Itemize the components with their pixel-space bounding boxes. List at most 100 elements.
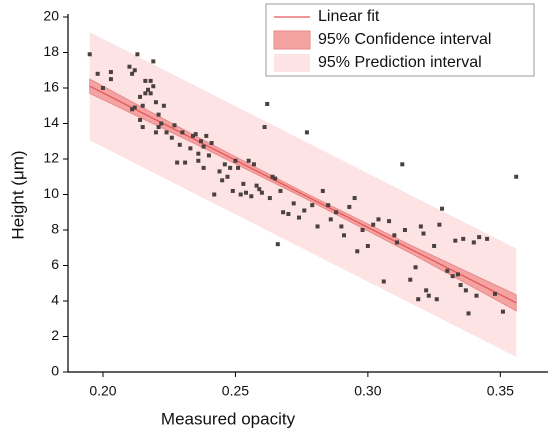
y-tick-label: 20	[43, 8, 59, 24]
data-point	[440, 206, 445, 211]
data-point	[196, 158, 201, 163]
y-tick-label: 18	[43, 43, 59, 59]
data-point	[493, 291, 498, 296]
data-point	[408, 277, 413, 282]
data-point	[257, 187, 262, 192]
data-point	[201, 144, 206, 149]
y-tick-label: 10	[43, 185, 59, 201]
data-point	[376, 217, 381, 222]
data-point	[365, 243, 370, 248]
data-point	[402, 228, 407, 232]
data-point	[225, 174, 230, 179]
data-point	[455, 272, 460, 277]
data-point	[249, 194, 254, 199]
data-point	[146, 87, 150, 92]
legend-label: 95% Confidence interval	[318, 31, 491, 48]
data-point	[304, 130, 309, 135]
data-point	[262, 125, 267, 130]
data-point	[281, 210, 286, 215]
data-point	[204, 133, 209, 138]
data-point	[474, 293, 479, 298]
data-point	[198, 139, 203, 144]
data-point	[132, 68, 137, 73]
y-tick-label: 0	[51, 363, 59, 379]
data-point	[130, 71, 135, 76]
data-point	[148, 78, 153, 83]
data-point	[315, 224, 320, 229]
data-point	[201, 165, 206, 170]
legend-swatch	[274, 54, 310, 72]
data-point	[437, 222, 442, 227]
data-point	[212, 192, 217, 197]
data-point	[514, 174, 519, 179]
data-point	[233, 158, 238, 163]
data-point	[135, 52, 140, 57]
x-tick-label: 0.20	[89, 383, 116, 399]
data-point	[151, 59, 156, 64]
data-point	[241, 181, 246, 186]
data-point	[259, 190, 264, 195]
data-point	[424, 288, 429, 293]
data-point	[342, 233, 347, 238]
data-point	[161, 103, 166, 108]
data-point	[453, 238, 458, 243]
data-point	[328, 217, 333, 222]
data-point	[278, 188, 283, 193]
data-point	[347, 204, 352, 209]
data-point	[177, 142, 182, 147]
y-tick-label: 16	[43, 79, 59, 95]
data-point	[108, 70, 113, 75]
y-tick-label: 6	[51, 256, 59, 272]
data-point	[265, 101, 270, 106]
data-point	[183, 160, 188, 165]
data-point	[352, 196, 357, 201]
data-point	[320, 188, 325, 193]
data-point	[426, 293, 431, 298]
data-point	[254, 183, 259, 188]
data-point	[461, 236, 466, 241]
data-point	[286, 212, 291, 217]
data-point	[302, 208, 307, 213]
data-point	[339, 224, 344, 229]
data-point	[164, 130, 169, 135]
data-point	[159, 121, 164, 126]
legend: Linear fit 95% Confidence interval 95% Pre…	[265, 3, 535, 77]
data-point	[387, 219, 392, 224]
data-point	[132, 105, 137, 110]
data-point	[291, 201, 296, 206]
data-point	[95, 71, 100, 76]
data-point	[471, 240, 476, 245]
data-point	[458, 283, 463, 288]
data-point	[148, 91, 153, 96]
data-point	[246, 158, 251, 163]
data-point	[360, 228, 365, 232]
data-point	[275, 242, 280, 247]
data-point	[381, 279, 386, 284]
data-point	[180, 130, 185, 135]
data-point	[310, 203, 315, 208]
y-tick-label: 2	[51, 327, 59, 343]
data-point	[270, 174, 275, 179]
data-point	[400, 162, 405, 167]
data-point	[130, 107, 135, 112]
data-point	[413, 265, 418, 270]
data-point	[466, 311, 471, 316]
data-point	[434, 297, 439, 302]
data-point	[238, 192, 243, 197]
data-point	[143, 91, 148, 96]
data-point	[477, 235, 482, 240]
data-point	[222, 162, 227, 167]
data-point	[230, 188, 235, 193]
legend-label: Linear fit	[318, 8, 380, 25]
y-tick-label: 8	[51, 221, 59, 237]
data-point	[127, 64, 132, 69]
y-tick-label: 4	[51, 292, 59, 308]
data-point	[244, 190, 249, 195]
data-point	[153, 100, 158, 105]
data-point	[485, 236, 490, 241]
data-point	[395, 240, 400, 245]
data-point	[267, 196, 272, 201]
data-point	[432, 243, 437, 248]
data-point	[445, 268, 450, 273]
